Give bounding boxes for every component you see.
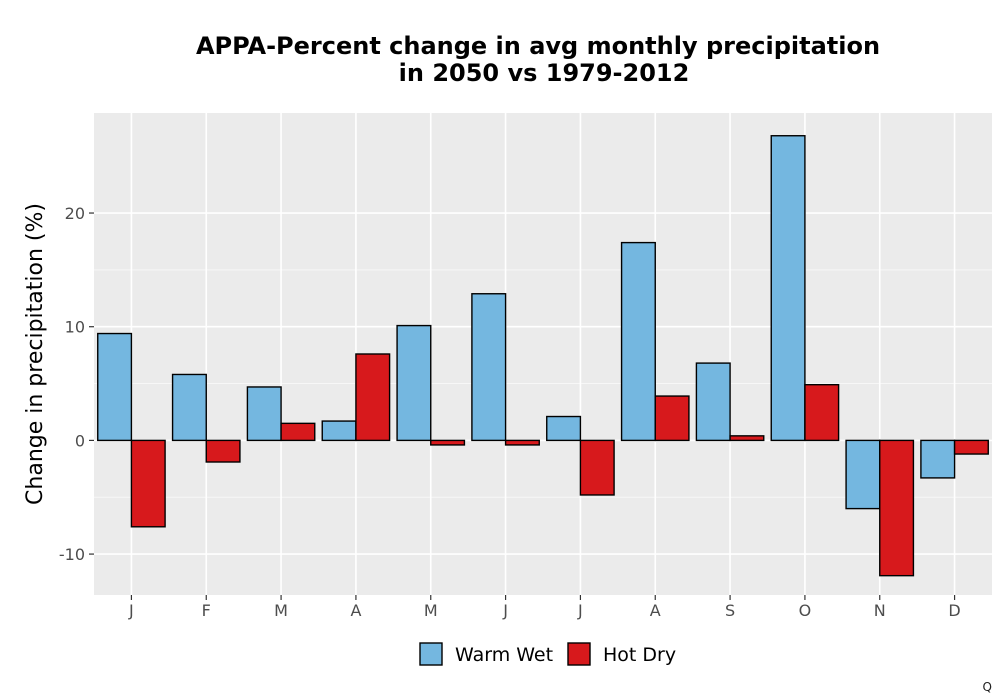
y-tick-label: 20: [65, 204, 85, 223]
y-axis-ticks: -10 0 10 20: [59, 204, 94, 564]
legend-key-warm-wet: [419, 642, 443, 666]
bar-hot-dry-9: [729, 435, 765, 442]
bar-warm-wet-8: [620, 241, 656, 442]
bar-warm-wet-9: [695, 362, 731, 442]
bar-warm-wet-1: [97, 332, 133, 442]
bar-hot-dry-11: [879, 439, 915, 577]
bars: [97, 135, 989, 577]
x-tick-label: N: [874, 601, 886, 620]
bar-warm-wet-12: [920, 439, 956, 479]
x-tick-label: J: [128, 601, 134, 620]
bar-warm-wet-4: [321, 420, 357, 442]
legend: Warm Wet Hot Dry: [419, 642, 676, 666]
bar-hot-dry-6: [504, 439, 540, 446]
bar-warm-wet-6: [471, 293, 507, 442]
x-tick-label: J: [577, 601, 583, 620]
chart-title: APPA-Percent change in avg monthly preci…: [196, 32, 880, 60]
y-tick-label: 10: [65, 318, 85, 337]
x-tick-label: S: [725, 601, 735, 620]
legend-key-hot-dry: [567, 642, 591, 666]
bar-hot-dry-3: [280, 422, 316, 442]
corner-mark: Q: [982, 680, 992, 694]
bar-warm-wet-11: [845, 439, 881, 510]
x-tick-label: D: [948, 601, 960, 620]
legend-label-hot-dry: Hot Dry: [603, 644, 676, 666]
legend-label-warm-wet: Warm Wet: [455, 644, 553, 666]
plot-panel: [94, 113, 992, 595]
bar-hot-dry-2: [205, 439, 241, 463]
bar-warm-wet-2: [171, 373, 207, 442]
x-tick-label: A: [650, 601, 661, 620]
bar-warm-wet-10: [770, 135, 806, 442]
bar-hot-dry-12: [953, 439, 989, 455]
x-tick-label: F: [202, 601, 211, 620]
x-tick-label: O: [799, 601, 812, 620]
y-axis-label: Change in precipitation (%): [23, 203, 48, 505]
y-tick-label: 0: [75, 431, 85, 450]
bar-hot-dry-5: [430, 439, 466, 446]
chart-subtitle: in 2050 vs 1979-2012: [399, 59, 690, 87]
bar-warm-wet-3: [246, 386, 282, 442]
bar-hot-dry-4: [355, 353, 391, 442]
x-tick-label: A: [350, 601, 361, 620]
y-tick-label: -10: [59, 545, 85, 564]
bar-hot-dry-7: [579, 439, 615, 496]
bar-hot-dry-8: [654, 395, 690, 442]
x-tick-label: M: [274, 601, 288, 620]
x-tick-label: M: [424, 601, 438, 620]
x-tick-label: J: [502, 601, 508, 620]
bar-warm-wet-5: [396, 324, 432, 442]
bar-hot-dry-10: [804, 383, 840, 442]
bar-warm-wet-7: [546, 415, 582, 442]
bar-hot-dry-1: [130, 439, 166, 528]
